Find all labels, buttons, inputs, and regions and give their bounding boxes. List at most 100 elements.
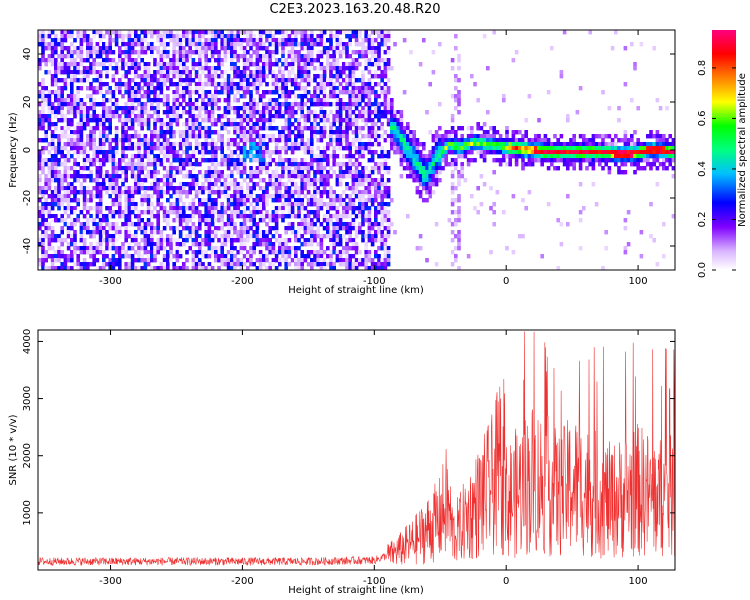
heatmap-cell (409, 142, 413, 147)
heatmap-cell (166, 190, 170, 195)
heatmap-cell (441, 166, 445, 171)
heatmap-cell (114, 194, 119, 199)
heatmap-cell (233, 82, 237, 87)
heatmap-cell (351, 218, 356, 223)
heatmap-cell (310, 50, 314, 55)
heatmap-cell (230, 62, 234, 67)
heatmap-cell (351, 74, 356, 79)
heatmap-cell (367, 94, 372, 99)
heatmap-cell (169, 154, 173, 159)
heatmap-cell (233, 46, 237, 51)
heatmap-cell (415, 174, 420, 179)
heatmap-cell (172, 254, 176, 259)
heatmap-cell (246, 58, 250, 63)
heatmap-cell (47, 226, 52, 231)
heatmap-cell (294, 110, 298, 115)
heatmap-cell (60, 30, 64, 35)
heatmap-cell (322, 218, 327, 223)
heatmap-cell (214, 86, 218, 91)
heatmap-cell (134, 222, 138, 227)
heatmap-cell (377, 182, 381, 187)
heatmap-cell (434, 166, 439, 171)
heatmap-cell (316, 98, 320, 103)
heatmap-cell (134, 206, 138, 211)
heatmap-cell (310, 226, 314, 231)
heatmap-cell (191, 198, 196, 203)
heatmap-cell (214, 158, 218, 163)
heatmap-cell (38, 110, 42, 115)
heatmap-cell (431, 134, 436, 139)
heatmap-cell (262, 242, 266, 247)
heatmap-cell (300, 170, 304, 175)
heatmap-cell (236, 210, 240, 215)
heatmap-cell (348, 82, 352, 87)
heatmap-cell (310, 98, 314, 103)
heatmap-cell (332, 130, 336, 135)
heatmap-cell (73, 242, 77, 247)
heatmap-cell (287, 174, 292, 179)
heatmap-cell (201, 254, 205, 259)
heatmap-cell (137, 218, 141, 223)
heatmap-cell (105, 82, 109, 87)
heatmap-cell (220, 162, 224, 167)
heatmap-cell (98, 210, 103, 215)
heatmap-cell (303, 214, 308, 219)
heatmap-cell (326, 142, 330, 147)
heatmap-cell (150, 50, 154, 55)
heatmap-cell (57, 206, 61, 211)
heatmap-cell (383, 166, 388, 171)
heatmap-cell (457, 170, 461, 175)
heatmap-cell (265, 142, 269, 147)
heatmap-cell (281, 110, 285, 115)
heatmap-cell (47, 162, 52, 167)
heatmap-cell (438, 178, 442, 183)
heatmap-cell (332, 226, 336, 231)
heatmap-cell (348, 194, 352, 199)
heatmap-cell (127, 134, 132, 139)
heatmap-cell (127, 202, 132, 207)
heatmap-cell (322, 50, 327, 55)
heatmap-cell (185, 194, 189, 199)
heatmap-cell (386, 210, 391, 215)
heatmap-cell (70, 258, 74, 263)
heatmap-cell (214, 46, 218, 51)
heatmap-cell (322, 226, 327, 231)
heatmap-cell (335, 106, 340, 111)
heatmap-cell (57, 194, 61, 199)
heatmap-cell (450, 94, 455, 99)
heatmap-cell (159, 178, 164, 183)
heatmap-cell (428, 170, 432, 175)
heatmap-cell (294, 42, 298, 47)
heatmap-cell (54, 150, 58, 155)
heatmap-cell (428, 194, 432, 199)
heatmap-cell (294, 30, 298, 35)
heatmap-cell (370, 118, 375, 123)
heatmap-cell (89, 206, 93, 211)
heatmap-cell (60, 106, 64, 111)
heatmap-cell (92, 234, 96, 239)
heatmap-cell (223, 42, 228, 47)
heatmap-cell (185, 70, 189, 75)
heatmap-cell (246, 82, 250, 87)
heatmap-cell (220, 258, 224, 263)
heatmap-cell (76, 202, 80, 207)
heatmap-cell (38, 90, 42, 95)
heatmap-cell (319, 250, 324, 255)
heatmap-cell (329, 258, 333, 263)
heatmap-cell (182, 98, 186, 103)
heatmap-cell (383, 266, 388, 270)
heatmap-cell (44, 86, 48, 91)
heatmap-cell (249, 174, 253, 179)
heatmap-cell (396, 118, 400, 123)
heatmap-cell (386, 254, 391, 259)
heatmap-cell (303, 226, 308, 231)
heatmap-cell (348, 154, 352, 159)
heatmap-cell (214, 210, 218, 215)
heatmap-cell (306, 230, 311, 235)
heatmap-cell (220, 58, 224, 63)
heatmap-cell (457, 150, 461, 155)
heatmap-cell (82, 230, 87, 235)
heatmap-cell (127, 106, 132, 111)
heatmap-cell (434, 222, 439, 227)
heatmap-cell (294, 38, 298, 43)
